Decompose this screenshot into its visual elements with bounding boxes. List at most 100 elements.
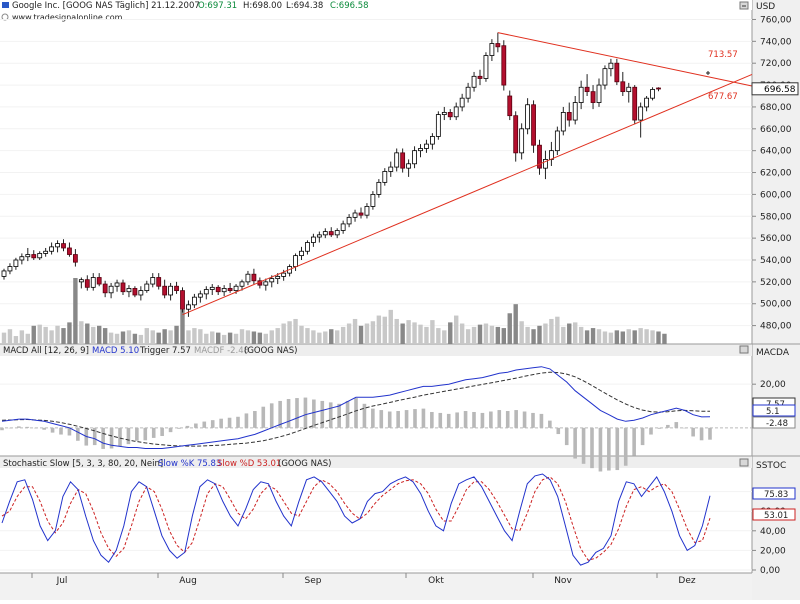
volume-bar bbox=[198, 329, 203, 344]
macd-histogram-bar bbox=[168, 427, 173, 433]
volume-bar bbox=[418, 324, 423, 344]
macd-histogram-bar bbox=[564, 427, 569, 446]
stoch-panel-bg[interactable] bbox=[0, 456, 752, 573]
candle-body bbox=[126, 288, 132, 293]
macd-histogram-bar bbox=[699, 427, 704, 441]
stoch-value-tag bbox=[752, 508, 796, 521]
stoch-minimize-button[interactable] bbox=[739, 458, 749, 467]
trendline[interactable] bbox=[497, 32, 753, 87]
macd-value-tag-label: 5.1 bbox=[766, 407, 780, 417]
candle-body bbox=[406, 163, 412, 169]
macd-minimize-button[interactable] bbox=[739, 345, 749, 354]
volume-bar bbox=[531, 329, 536, 344]
candle-body bbox=[537, 144, 542, 169]
macd-symbol: (GOOG NAS) bbox=[244, 346, 297, 356]
macd-histogram-bar bbox=[143, 427, 148, 441]
volume-bar bbox=[91, 326, 96, 344]
macd-histogram-bar bbox=[649, 427, 653, 435]
volume-bar bbox=[477, 324, 483, 344]
candle-body bbox=[340, 223, 346, 231]
macd-histogram-bar bbox=[632, 427, 636, 456]
volume-bar bbox=[55, 325, 60, 344]
candle-body bbox=[209, 286, 215, 290]
macd-value-tag-label: -2.48 bbox=[766, 419, 788, 429]
candle-body bbox=[376, 181, 382, 195]
candle-body bbox=[203, 289, 209, 295]
candle-body bbox=[560, 112, 566, 132]
candle-body bbox=[84, 279, 90, 288]
candle-body bbox=[632, 86, 638, 121]
window-controls bbox=[739, 1, 749, 10]
candle-body bbox=[168, 285, 174, 296]
volume-bar bbox=[573, 322, 578, 344]
price-tick-label: 600,00 bbox=[760, 190, 792, 200]
macd-histogram-bar bbox=[489, 411, 493, 428]
macd-histogram-bar bbox=[261, 406, 266, 428]
volume-bar bbox=[31, 325, 36, 344]
macd-histogram-bar bbox=[92, 427, 97, 446]
macd-histogram-bar bbox=[657, 427, 662, 429]
candle-body bbox=[239, 281, 245, 287]
volume-bar bbox=[186, 330, 191, 344]
macd-histogram-bar bbox=[219, 418, 223, 428]
trendline-label: 713.57 bbox=[708, 50, 738, 60]
candle-body bbox=[49, 246, 54, 252]
macd-histogram-bar bbox=[522, 411, 527, 428]
volume-bar bbox=[311, 330, 316, 344]
macd-histogram-bar bbox=[404, 410, 409, 428]
candle-body bbox=[31, 254, 37, 259]
volume-layer bbox=[1, 278, 667, 344]
candle-body bbox=[120, 282, 126, 293]
volume-bar bbox=[596, 329, 602, 344]
macd-histogram-bar bbox=[17, 426, 21, 428]
price-header-bar bbox=[0, 0, 752, 10]
volume-bar bbox=[168, 330, 173, 344]
volume-bar bbox=[632, 330, 637, 344]
candle-body bbox=[191, 296, 197, 306]
trendline[interactable] bbox=[182, 73, 753, 316]
volume-bar bbox=[192, 328, 197, 344]
stoch-k-line bbox=[1, 473, 711, 566]
price-tick-label: 760,00 bbox=[760, 15, 792, 25]
volume-bar bbox=[263, 333, 268, 344]
candle-body bbox=[572, 102, 578, 121]
macd-histogram-bar bbox=[598, 427, 603, 472]
macd-histogram-bar bbox=[463, 411, 468, 428]
volume-bar bbox=[132, 333, 138, 344]
candle-body bbox=[1, 270, 7, 277]
candle-body bbox=[656, 87, 661, 90]
volume-bar bbox=[489, 325, 495, 344]
volume-bar bbox=[156, 332, 161, 344]
stoch-symbol: (GOOG NAS) bbox=[278, 459, 331, 469]
candle-body bbox=[299, 250, 304, 257]
candle-body bbox=[346, 216, 352, 225]
candle-body bbox=[305, 242, 310, 252]
candle-body bbox=[334, 230, 340, 236]
candle-body bbox=[221, 288, 227, 293]
macd-tick-label: 20,00 bbox=[760, 380, 786, 390]
volume-bar bbox=[370, 321, 376, 344]
macd-histogram-bar bbox=[548, 420, 552, 428]
macd-layer bbox=[0, 366, 752, 472]
volume-bar bbox=[602, 331, 608, 344]
volume-bar bbox=[61, 328, 66, 344]
price-tick-label: 540,00 bbox=[760, 256, 792, 266]
volume-bar bbox=[626, 329, 631, 344]
volume-bar bbox=[305, 328, 310, 344]
volume-bar bbox=[19, 330, 25, 344]
macd-histogram-bar bbox=[573, 427, 577, 459]
candle-body bbox=[590, 91, 596, 103]
volume-bar bbox=[608, 332, 614, 344]
macd-line bbox=[1, 366, 711, 449]
macd-histogram-bar bbox=[185, 425, 190, 428]
candle-body bbox=[150, 277, 156, 285]
volume-bar bbox=[430, 320, 435, 344]
stoch-title: Stochastic Slow [5, 3, 3, 80, 20, Nein] bbox=[3, 459, 163, 469]
candle-body bbox=[132, 288, 138, 296]
candle-body bbox=[358, 212, 364, 216]
candle-body bbox=[471, 75, 477, 88]
volume-bar bbox=[299, 325, 304, 344]
volume-bar bbox=[79, 321, 84, 344]
macd-histogram-bar bbox=[354, 398, 358, 428]
